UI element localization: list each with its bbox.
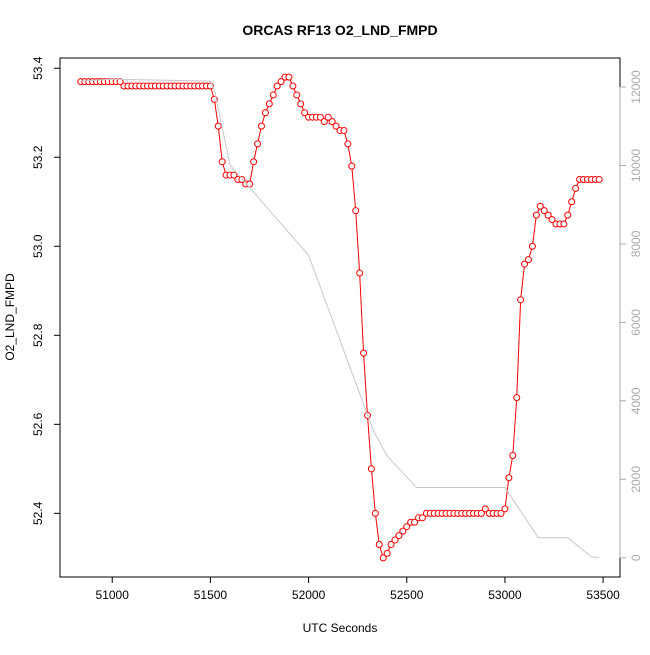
y-tick-label: 52.8 bbox=[31, 323, 45, 347]
data-point bbox=[411, 518, 419, 526]
x-tick-label: 51000 bbox=[96, 588, 130, 602]
x-tick-label: 51500 bbox=[194, 588, 228, 602]
data-point bbox=[367, 465, 375, 473]
data-point bbox=[375, 541, 383, 549]
data-point bbox=[521, 260, 529, 268]
data-point bbox=[540, 207, 548, 215]
y2-tick-label: 6000 bbox=[629, 309, 643, 336]
data-point bbox=[509, 451, 517, 459]
data-point bbox=[324, 113, 332, 121]
data-point bbox=[517, 296, 525, 304]
data-point bbox=[332, 122, 340, 130]
y2-tick-label: 10000 bbox=[629, 148, 643, 182]
y-tick-label: 53.4 bbox=[31, 56, 45, 80]
data-point bbox=[273, 82, 281, 90]
data-point bbox=[572, 184, 580, 192]
data-point bbox=[497, 509, 505, 517]
y2-tick-label: 8000 bbox=[629, 230, 643, 257]
data-point bbox=[383, 549, 391, 557]
data-point bbox=[250, 158, 258, 166]
y-tick-label: 53.2 bbox=[31, 145, 45, 169]
x-tick-label: 52000 bbox=[292, 588, 326, 602]
data-point bbox=[352, 207, 360, 215]
data-point bbox=[477, 509, 485, 517]
data-point bbox=[297, 100, 305, 108]
x-tick-label: 52500 bbox=[390, 588, 424, 602]
data-point bbox=[348, 162, 356, 170]
data-point bbox=[548, 216, 556, 224]
data-point bbox=[595, 176, 603, 184]
data-point bbox=[528, 242, 536, 250]
data-point bbox=[568, 198, 576, 206]
data-point bbox=[371, 509, 379, 517]
data-point bbox=[289, 82, 297, 90]
data-point bbox=[285, 73, 293, 81]
data-point bbox=[356, 269, 364, 277]
y2-tick-label: 0 bbox=[629, 554, 643, 561]
data-point bbox=[391, 536, 399, 544]
data-point bbox=[230, 171, 238, 179]
data-point bbox=[301, 109, 309, 117]
y2-tick-label: 4000 bbox=[629, 387, 643, 414]
data-point bbox=[218, 158, 226, 166]
data-point bbox=[293, 91, 301, 99]
data-point bbox=[501, 505, 509, 513]
data-point bbox=[532, 211, 540, 219]
data-point bbox=[560, 220, 568, 228]
data-point bbox=[403, 523, 411, 531]
data-point bbox=[277, 78, 285, 86]
data-point bbox=[387, 541, 395, 549]
data-point bbox=[360, 349, 368, 357]
data-point bbox=[214, 122, 222, 130]
data-point bbox=[340, 127, 348, 135]
data-point bbox=[261, 109, 269, 117]
data-point bbox=[269, 91, 277, 99]
data-point bbox=[344, 140, 352, 148]
data-point bbox=[254, 140, 262, 148]
data-point bbox=[116, 78, 124, 86]
data-point bbox=[399, 527, 407, 535]
y2-tick-label: 2000 bbox=[629, 466, 643, 493]
y-tick-label: 52.4 bbox=[31, 501, 45, 525]
data-point bbox=[544, 211, 552, 219]
altitude-line bbox=[80, 78, 600, 559]
data-point bbox=[320, 118, 328, 126]
data-point bbox=[395, 532, 403, 540]
data-point bbox=[265, 100, 273, 108]
data-point bbox=[564, 211, 572, 219]
data-point bbox=[418, 514, 426, 522]
x-tick-label: 53500 bbox=[586, 588, 620, 602]
data-point bbox=[505, 474, 513, 482]
data-point bbox=[316, 113, 324, 121]
y-tick-label: 53.0 bbox=[31, 234, 45, 258]
data-point bbox=[328, 118, 336, 126]
y-axis-label: O2_LND_FMPD bbox=[3, 273, 17, 361]
y2-tick-label: 12000 bbox=[629, 70, 643, 104]
data-point bbox=[481, 505, 489, 513]
data-point bbox=[536, 202, 544, 210]
data-point bbox=[257, 122, 265, 130]
y-tick-label: 52.6 bbox=[31, 412, 45, 436]
x-tick-label: 53000 bbox=[488, 588, 522, 602]
data-point bbox=[524, 256, 532, 264]
data-point bbox=[379, 554, 387, 562]
chart-title: ORCAS RF13 O2_LND_FMPD bbox=[242, 22, 437, 38]
data-point bbox=[513, 394, 521, 402]
x-axis-label: UTC Seconds bbox=[303, 621, 378, 635]
data-point bbox=[246, 180, 254, 188]
